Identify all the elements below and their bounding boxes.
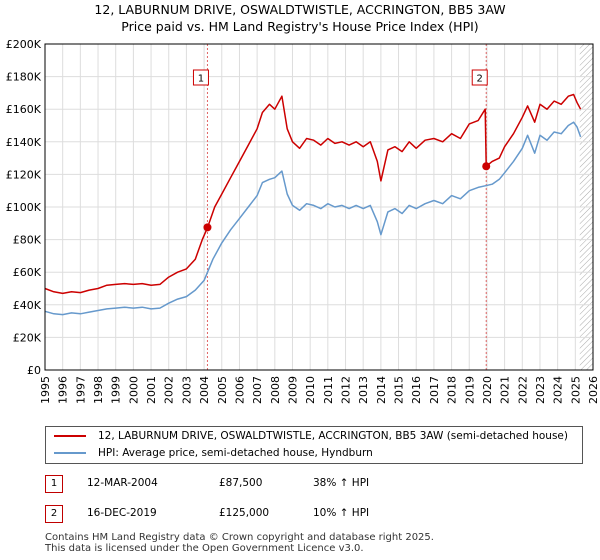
sale-point-1: [203, 223, 212, 232]
x-tick-label: 2005: [216, 376, 229, 404]
x-tick-label: 2021: [499, 376, 512, 404]
legend-swatch-hpi: [54, 452, 86, 454]
x-tick-label: 1995: [39, 376, 52, 404]
x-tick-label: 2019: [463, 376, 476, 404]
x-tick-label: 2004: [198, 376, 211, 404]
sale-label-box-2: [471, 69, 488, 86]
x-tick-label: 2016: [410, 376, 423, 404]
y-tick-label: £120K: [6, 168, 42, 181]
sale-label-text-2: 2: [477, 74, 483, 85]
y-tick-label: £0: [27, 364, 41, 377]
x-tick-label: 2024: [552, 376, 565, 404]
hpi-series-line: [44, 121, 582, 316]
x-tick-label: 2018: [446, 376, 459, 404]
x-tick-label: 2022: [516, 376, 529, 404]
x-tick-label: 2017: [428, 376, 441, 404]
y-tick-label: £60K: [13, 266, 42, 279]
footer-licence: This data is licensed under the Open Gov…: [45, 543, 364, 554]
y-tick-label: £160K: [6, 103, 42, 116]
x-tick-label: 2003: [180, 376, 193, 404]
x-tick-label: 1996: [57, 376, 70, 404]
y-tick-label: £20K: [13, 331, 42, 344]
sale-hpi-change: 10% ↑ HPI: [313, 507, 370, 519]
legend-label-hpi: HPI: Average price, semi-detached house,…: [98, 447, 373, 459]
chart-title-line1: 12, LABURNUM DRIVE, OSWALDTWISTLE, ACCRI…: [94, 2, 506, 17]
x-tick-label: 1998: [92, 376, 105, 404]
x-tick-label: 1999: [110, 376, 123, 404]
sale-label-text-1: 1: [198, 74, 204, 85]
x-tick-label: 2001: [145, 376, 158, 404]
x-tick-label: 2010: [304, 376, 317, 404]
y-tick-label: £200K: [6, 38, 42, 51]
y-tick-label: £140K: [6, 136, 42, 149]
x-tick-label: 2002: [163, 376, 176, 404]
x-tick-label: 2008: [269, 376, 282, 404]
y-tick-label: £180K: [6, 71, 42, 84]
x-tick-label: 2014: [375, 376, 388, 404]
sale-marker-badge: 1: [45, 475, 63, 493]
x-tick-label: 2006: [233, 376, 246, 404]
x-tick-label: 1997: [74, 376, 87, 404]
sale-row-2: 2 16-DEC-2019 £125,000 10% ↑ HPI: [45, 505, 545, 525]
x-tick-label: 2015: [393, 376, 406, 404]
x-tick-label: 2013: [357, 376, 370, 404]
sale-date: 12-MAR-2004: [87, 477, 158, 489]
footer-copyright: Contains HM Land Registry data © Crown c…: [45, 532, 434, 543]
sale-marker-badge: 2: [45, 505, 63, 523]
y-tick-label: £100K: [6, 201, 42, 214]
sale-point-2: [482, 162, 491, 171]
legend-swatch-property: [54, 435, 86, 437]
legend-item-property: 12, LABURNUM DRIVE, OSWALDTWISTLE, ACCRI…: [54, 430, 568, 446]
legend-label-property: 12, LABURNUM DRIVE, OSWALDTWISTLE, ACCRI…: [98, 430, 568, 442]
legend-item-hpi: HPI: Average price, semi-detached house,…: [54, 447, 373, 463]
x-tick-label: 2009: [286, 376, 299, 404]
sale-row-1: 1 12-MAR-2004 £87,500 38% ↑ HPI: [45, 475, 545, 495]
sale-hpi-change: 38% ↑ HPI: [313, 477, 370, 489]
property-series-line: [44, 93, 582, 295]
x-tick-label: 2020: [481, 376, 494, 404]
sale-price: £125,000: [219, 507, 270, 519]
sale-label-box-1: [192, 69, 209, 86]
sale-date: 16-DEC-2019: [87, 507, 157, 519]
x-tick-label: 2023: [534, 376, 547, 404]
plot-border: [44, 43, 594, 371]
chart-title-line2: Price paid vs. HM Land Registry's House …: [121, 19, 479, 34]
x-tick-label: 2000: [127, 376, 140, 404]
x-tick-label: 2025: [569, 376, 582, 404]
x-tick-label: 2026: [587, 376, 600, 404]
x-tick-label: 2007: [251, 376, 264, 404]
y-tick-label: £40K: [13, 299, 42, 312]
chart-legend: 12, LABURNUM DRIVE, OSWALDTWISTLE, ACCRI…: [45, 426, 583, 464]
price-chart: £0 £20K £40K £60K £80K £100K £120K £140K £160K £1…: [6, 38, 600, 404]
y-tick-label: £80K: [13, 234, 42, 247]
sale-price: £87,500: [219, 477, 263, 489]
x-tick-label: 2011: [322, 376, 335, 404]
x-tick-label: 2012: [340, 376, 353, 404]
